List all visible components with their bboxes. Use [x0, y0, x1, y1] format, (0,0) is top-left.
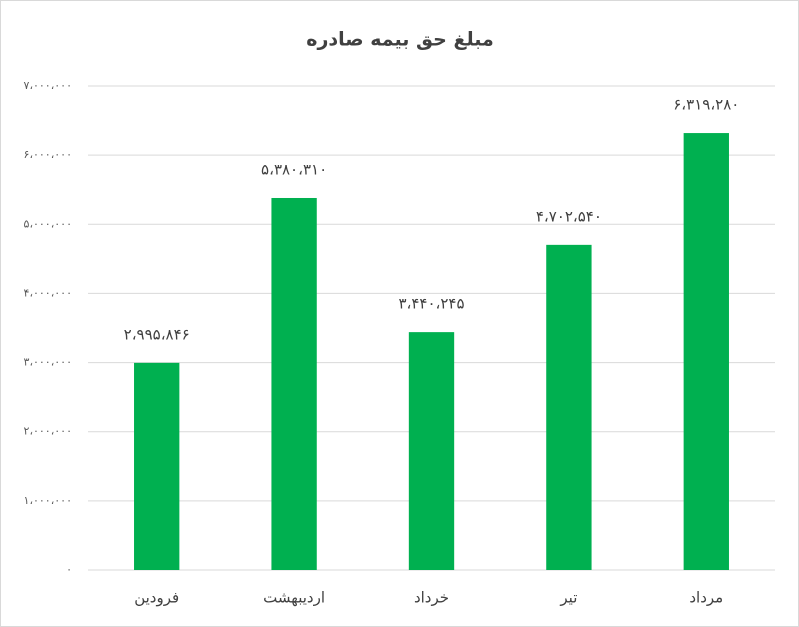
y-tick-label: ۷،۰۰۰،۰۰۰ [24, 79, 72, 92]
y-tick-label: ۱،۰۰۰،۰۰۰ [24, 494, 72, 507]
bar [271, 197, 317, 570]
x-tick-label: تیر [559, 589, 577, 607]
y-tick-label: ۰ [66, 563, 72, 576]
y-tick-label: ۳،۰۰۰،۰۰۰ [24, 356, 72, 369]
chart-title: مبلغ حق بیمه صادره [306, 29, 493, 51]
bar [546, 244, 592, 570]
x-tick-label: خرداد [414, 589, 449, 607]
x-tick-label: اردیبهشت [263, 589, 325, 607]
value-label: ۶،۳۱۹،۲۸۰ [673, 96, 739, 114]
x-tick-label: فرودین [134, 589, 179, 607]
y-tick-label: ۴،۰۰۰،۰۰۰ [24, 286, 72, 299]
y-tick-label: ۲،۰۰۰،۰۰۰ [24, 425, 72, 438]
value-label: ۳،۴۴۰،۲۴۵ [398, 295, 464, 313]
bar [408, 332, 455, 570]
y-tick-label: ۵،۰۰۰،۰۰۰ [24, 217, 72, 230]
value-label: ۴،۷۰۲،۵۴۰ [536, 207, 602, 225]
bar [683, 133, 729, 570]
value-label: ۲،۹۹۵،۸۴۶ [124, 325, 190, 343]
bar [134, 362, 180, 570]
y-tick-label: ۶،۰۰۰،۰۰۰ [24, 148, 72, 161]
x-tick-label: مرداد [689, 589, 723, 607]
value-label: ۵،۳۸۰،۳۱۰ [261, 160, 327, 178]
